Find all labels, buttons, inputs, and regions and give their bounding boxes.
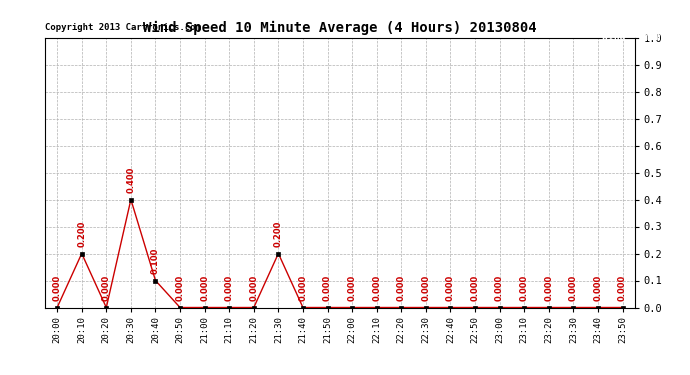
Text: 0.000: 0.000 [544, 274, 553, 300]
Text: 0.000: 0.000 [249, 274, 258, 300]
Text: 0.000: 0.000 [323, 274, 332, 300]
Text: 0.000: 0.000 [471, 274, 480, 300]
Text: 0.000: 0.000 [175, 274, 184, 300]
Text: 0.000: 0.000 [618, 274, 627, 300]
Text: 0.000: 0.000 [569, 274, 578, 300]
Text: 0.000: 0.000 [200, 274, 209, 300]
Title: Wind Speed 10 Minute Average (4 Hours) 20130804: Wind Speed 10 Minute Average (4 Hours) 2… [143, 21, 537, 35]
Text: 0.200: 0.200 [274, 220, 283, 246]
Text: 0.000: 0.000 [348, 274, 357, 300]
Text: 0.000: 0.000 [299, 274, 308, 300]
Text: 0.200: 0.200 [77, 220, 86, 246]
Text: Wind  (mph): Wind (mph) [602, 32, 667, 42]
Text: 0.000: 0.000 [372, 274, 381, 300]
Text: 0.100: 0.100 [151, 247, 160, 273]
Text: 0.000: 0.000 [102, 274, 111, 300]
Text: Copyright 2013 Cartronics.com: Copyright 2013 Cartronics.com [45, 23, 201, 32]
Text: 0.000: 0.000 [520, 274, 529, 300]
Text: 0.400: 0.400 [126, 166, 135, 192]
Text: 0.000: 0.000 [446, 274, 455, 300]
Text: 0.000: 0.000 [52, 274, 61, 300]
Text: 0.000: 0.000 [397, 274, 406, 300]
Text: 0.000: 0.000 [593, 274, 602, 300]
Text: 0.000: 0.000 [495, 274, 504, 300]
Text: 0.000: 0.000 [225, 274, 234, 300]
Text: 0.000: 0.000 [422, 274, 431, 300]
